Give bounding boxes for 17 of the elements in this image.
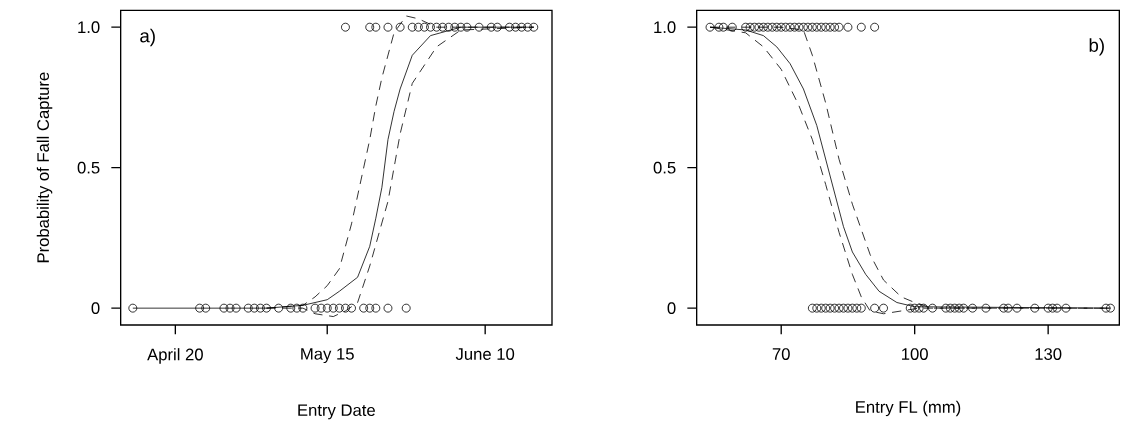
y-tick-label: 0.5 [653, 161, 676, 174]
y-tick-label: 1.0 [78, 21, 100, 34]
x-tick-label: April 20 [147, 348, 203, 364]
y-tick-label: 1.0 [654, 21, 676, 34]
x-tick-label: 100 [902, 348, 928, 360]
y-tick-label: 0.5 [77, 161, 100, 174]
x-tick-label: June 10 [455, 348, 515, 360]
y-axis-title: Probability of Fall Capture [36, 72, 53, 263]
x-tick-label: May 15 [301, 348, 354, 364]
x-tick-label: 130 [1035, 348, 1062, 360]
annotation: a) [140, 28, 155, 47]
y-tick-label: 0 [91, 302, 100, 315]
y-tick-label: 0 [667, 302, 676, 315]
annotation: b) [1089, 38, 1104, 56]
x-axis-title: Entry Date [298, 404, 375, 420]
x-axis-title: Entry FL (mm) [856, 400, 961, 417]
x-tick-label: 70 [772, 348, 790, 360]
